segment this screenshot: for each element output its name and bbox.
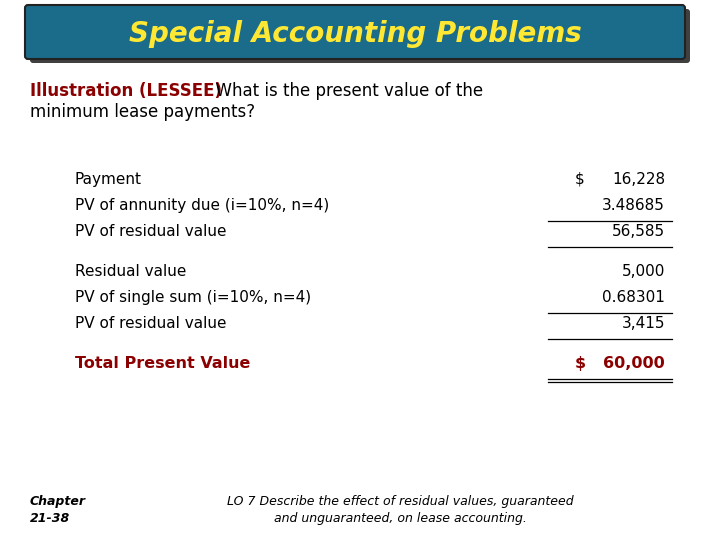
Text: PV of annunity due (i=10%, n=4): PV of annunity due (i=10%, n=4) — [75, 198, 329, 213]
Text: What is the present value of the: What is the present value of the — [205, 82, 483, 100]
Text: $: $ — [575, 356, 586, 371]
Text: Payment: Payment — [75, 172, 142, 187]
Text: Residual value: Residual value — [75, 264, 186, 279]
Text: 5,000: 5,000 — [621, 264, 665, 279]
Text: Total Present Value: Total Present Value — [75, 356, 251, 371]
Text: 56,585: 56,585 — [612, 224, 665, 239]
Text: 16,228: 16,228 — [612, 172, 665, 187]
FancyBboxPatch shape — [25, 5, 685, 59]
Text: PV of residual value: PV of residual value — [75, 316, 227, 331]
Text: 3,415: 3,415 — [621, 316, 665, 331]
Text: LO 7 Describe the effect of residual values, guaranteed
and unguaranteed, on lea: LO 7 Describe the effect of residual val… — [227, 495, 573, 525]
FancyBboxPatch shape — [30, 9, 690, 63]
Text: 0.68301: 0.68301 — [602, 290, 665, 305]
Text: minimum lease payments?: minimum lease payments? — [30, 103, 255, 121]
Text: Illustration (LESSEE): Illustration (LESSEE) — [30, 82, 222, 100]
Text: $: $ — [575, 172, 585, 187]
Text: PV of residual value: PV of residual value — [75, 224, 227, 239]
Text: PV of single sum (i=10%, n=4): PV of single sum (i=10%, n=4) — [75, 290, 311, 305]
Text: Chapter
21-38: Chapter 21-38 — [30, 495, 86, 525]
Text: Special Accounting Problems: Special Accounting Problems — [129, 20, 581, 48]
Text: 3.48685: 3.48685 — [602, 198, 665, 213]
Text: 60,000: 60,000 — [603, 356, 665, 371]
